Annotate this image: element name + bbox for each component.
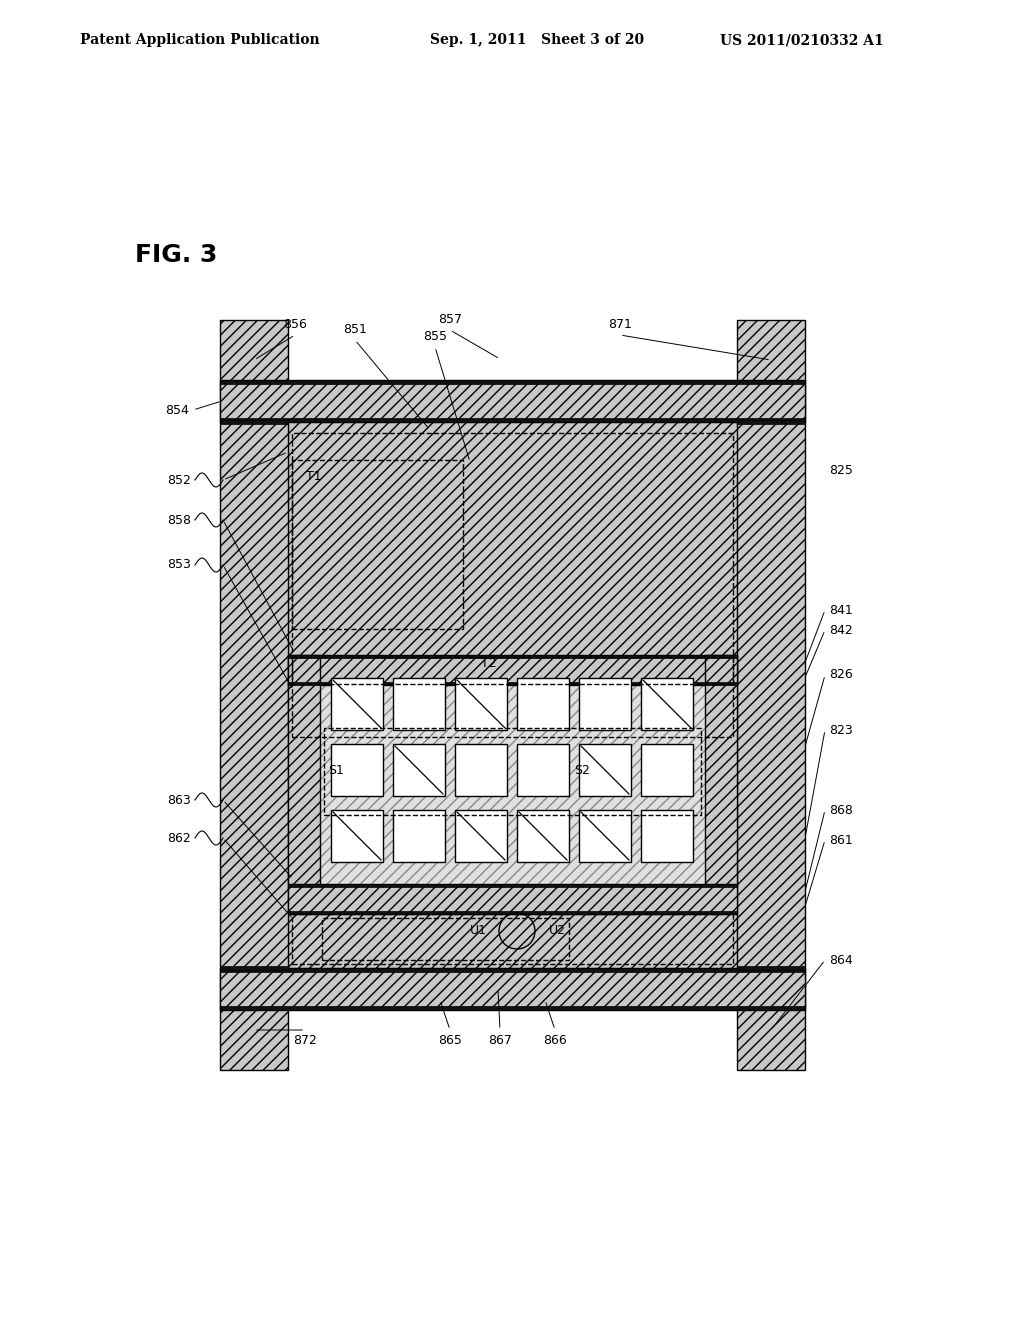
Bar (641, 678, 693, 730)
Text: 856: 856 (283, 318, 307, 331)
Text: S1: S1 (328, 763, 344, 776)
Text: 858: 858 (167, 513, 191, 527)
Text: 863: 863 (167, 793, 191, 807)
Bar (579, 678, 631, 730)
Bar (517, 810, 569, 862)
Bar (288, 911, 737, 913)
Text: 871: 871 (608, 318, 632, 331)
Bar (393, 678, 445, 730)
Bar (331, 678, 383, 730)
Text: 857: 857 (438, 313, 462, 326)
Text: US 2011/0210332 A1: US 2011/0210332 A1 (720, 33, 884, 48)
Bar (319, 655, 705, 884)
Text: S2: S2 (574, 763, 590, 776)
Text: 826: 826 (829, 668, 853, 681)
Bar (324, 729, 701, 816)
Bar (220, 420, 288, 424)
Text: Sep. 1, 2011   Sheet 3 of 20: Sep. 1, 2011 Sheet 3 of 20 (430, 33, 644, 48)
Bar (455, 810, 507, 862)
Bar (292, 461, 463, 630)
Text: 867: 867 (488, 1034, 512, 1047)
Bar (220, 380, 805, 384)
Text: 841: 841 (829, 603, 853, 616)
Bar (292, 657, 733, 738)
Bar (220, 319, 288, 1071)
Text: 825: 825 (829, 463, 853, 477)
Text: 872: 872 (293, 1034, 317, 1047)
Bar (220, 968, 805, 1010)
Bar (288, 884, 737, 913)
Bar (220, 966, 288, 970)
Bar (517, 678, 569, 730)
Text: 866: 866 (543, 1034, 567, 1047)
Text: 862: 862 (167, 832, 191, 845)
Text: 861: 861 (829, 833, 853, 846)
Text: U2: U2 (549, 924, 566, 937)
Text: 823: 823 (829, 723, 853, 737)
Bar (220, 1006, 805, 1010)
Bar (288, 682, 737, 685)
Text: 842: 842 (829, 623, 853, 636)
Bar (220, 418, 805, 422)
Bar (220, 380, 805, 422)
Text: Patent Application Publication: Patent Application Publication (80, 33, 319, 48)
Bar (331, 744, 383, 796)
Bar (455, 744, 507, 796)
Text: 864: 864 (829, 953, 853, 966)
Text: 853: 853 (167, 558, 191, 572)
Bar (292, 913, 733, 964)
Text: U1: U1 (470, 924, 487, 937)
Text: T1: T1 (306, 470, 322, 483)
Bar (331, 810, 383, 862)
Bar (517, 744, 569, 796)
Bar (288, 884, 737, 887)
Bar (393, 810, 445, 862)
Bar (579, 810, 631, 862)
Text: 852: 852 (167, 474, 191, 487)
Bar (579, 744, 631, 796)
Text: 865: 865 (438, 1034, 462, 1047)
Text: 855: 855 (423, 330, 447, 343)
Bar (641, 744, 693, 796)
Bar (737, 420, 805, 424)
Bar (393, 744, 445, 796)
Bar (737, 966, 805, 970)
Bar (737, 319, 805, 1071)
Bar (220, 968, 805, 972)
Bar (455, 678, 507, 730)
Bar (288, 655, 319, 884)
Bar (322, 917, 569, 960)
Bar (288, 655, 737, 657)
Text: 868: 868 (829, 804, 853, 817)
Text: 851: 851 (343, 323, 367, 337)
Bar (705, 655, 737, 884)
Bar (641, 810, 693, 862)
Text: FIG. 3: FIG. 3 (135, 243, 217, 267)
Bar (292, 433, 733, 684)
Text: 854: 854 (165, 404, 189, 417)
Text: T2: T2 (481, 657, 497, 671)
Bar (288, 655, 737, 685)
Bar (288, 422, 737, 968)
